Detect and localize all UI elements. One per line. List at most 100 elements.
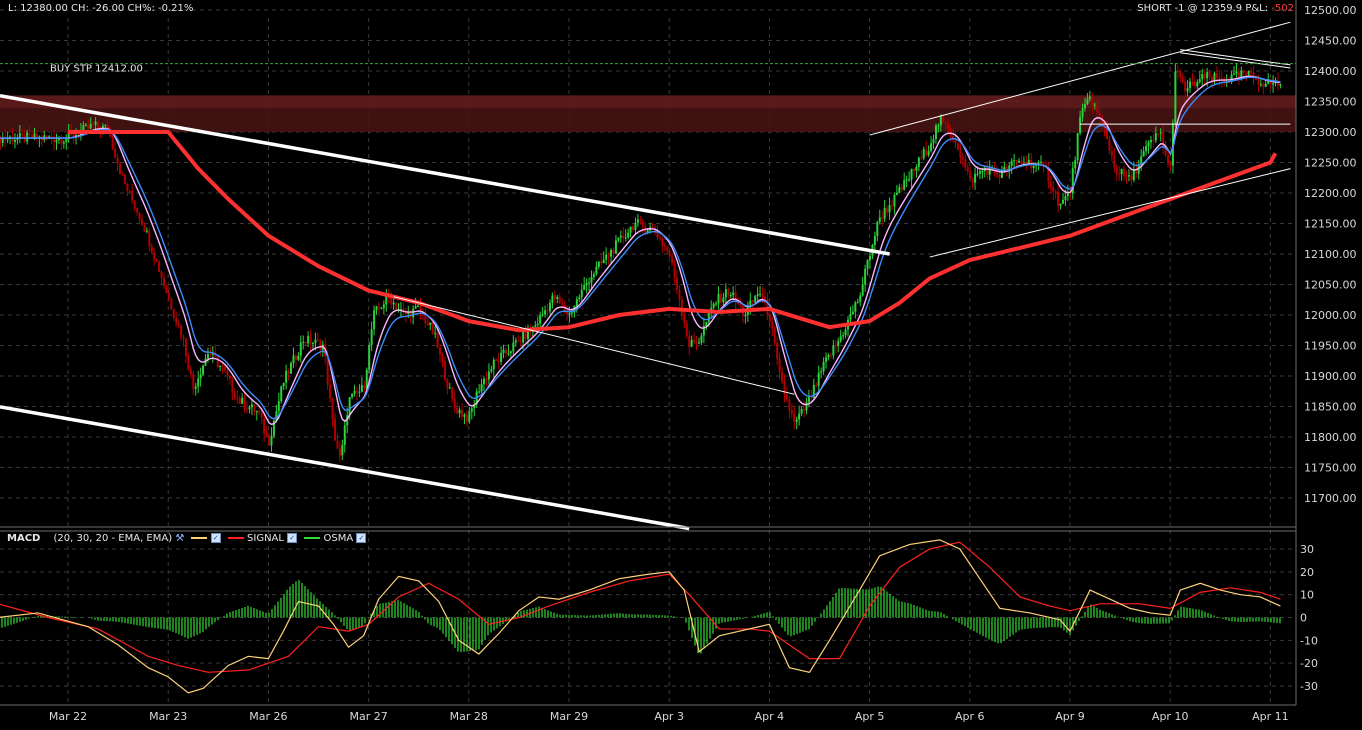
candle-body [570, 312, 573, 314]
candle-body [536, 323, 539, 326]
candle-body [0, 138, 2, 143]
macd-title: MACD [7, 533, 41, 544]
candle-body [55, 139, 58, 143]
osma-toggle-checkbox[interactable]: ✓ [356, 533, 367, 543]
candle-body [930, 143, 933, 152]
candle-body [656, 232, 659, 238]
candle-body [246, 408, 249, 410]
candle-body [932, 139, 935, 144]
candle-body [1074, 160, 1077, 169]
candle-body [280, 386, 283, 402]
candle-body [228, 375, 231, 379]
candle-body [62, 141, 65, 144]
candle-body [150, 246, 153, 253]
candle-body [1135, 168, 1138, 174]
candle-body [1276, 80, 1279, 86]
candle-body [934, 125, 937, 140]
candle-body [624, 237, 627, 239]
candle-body [67, 132, 70, 139]
candle-body [368, 344, 371, 370]
candle-body [800, 408, 803, 414]
candle-body [712, 303, 715, 308]
wrench-icon[interactable]: ⚒ [175, 533, 185, 544]
candle-body [253, 404, 256, 412]
candle-body [546, 310, 549, 312]
candle-body [316, 339, 319, 341]
candle-body [1157, 133, 1160, 135]
candle-body [903, 180, 906, 190]
candle-body [392, 302, 395, 305]
candle-body [136, 208, 139, 213]
price-tick-label: 12050.00 [1304, 279, 1357, 292]
order-line[interactable]: BUY STP 12412.00 [0, 63, 1296, 75]
candle-body [588, 282, 591, 284]
signal-line [0, 541, 1281, 673]
candle-body [561, 303, 564, 305]
candle-body [820, 371, 823, 373]
candle-body [600, 261, 603, 264]
candle-body [485, 378, 488, 380]
candle-body [1162, 132, 1165, 148]
trendlines [0, 21, 1291, 531]
candle-body [233, 392, 236, 399]
candle-body [390, 296, 393, 305]
candle-body [732, 292, 735, 296]
candle-body [355, 390, 358, 393]
candle-body [319, 340, 322, 350]
candle-body [1113, 155, 1116, 167]
candle-body [890, 205, 893, 207]
candle-body [595, 266, 598, 275]
macd-toggle-checkbox[interactable]: ✓ [210, 533, 221, 543]
candle-body [172, 309, 175, 318]
date-axis: Mar 22 Mar 23 Mar 26 Mar 27 Mar 28 Mar 29 Apr … [49, 710, 1289, 723]
signal-toggle-checkbox[interactable]: ✓ [287, 533, 298, 543]
macd-tick-label: 10 [1300, 589, 1314, 602]
date-tick-label: Mar 26 [249, 710, 287, 723]
candle-body [839, 336, 842, 342]
macd-panel [0, 539, 1281, 694]
candle-body [1071, 168, 1074, 194]
candle-body [221, 365, 224, 367]
candle-body [507, 352, 510, 354]
candle-body [827, 355, 830, 358]
date-tick-label: Apr 3 [654, 710, 684, 723]
macd-line [0, 539, 1281, 694]
candle-body [443, 361, 446, 380]
macd-tick-label: 30 [1300, 543, 1314, 556]
candle-body [250, 404, 253, 408]
candle-body [937, 125, 940, 127]
candle-body [785, 394, 788, 400]
candle-body [844, 329, 847, 336]
candle-body [607, 254, 610, 257]
ema-slow-line [68, 130, 1278, 333]
candle-body [942, 115, 945, 123]
candle-body [551, 295, 554, 303]
candle-body [754, 296, 757, 302]
date-tick-label: Mar 27 [349, 710, 387, 723]
candle-body [336, 440, 339, 449]
candle-body [121, 174, 124, 176]
candlesticks [0, 63, 1282, 462]
candle-body [1105, 128, 1108, 140]
candle-body [568, 312, 571, 315]
candle-body [1208, 72, 1211, 77]
candle-body [495, 359, 498, 361]
position-readout: SHORT -1 @ 12359.9 P&L: -502 [1137, 3, 1294, 14]
candle-body [348, 397, 351, 416]
candle-body [617, 237, 620, 241]
candle-body [1066, 193, 1069, 197]
candle-body [177, 322, 180, 326]
candle-body [277, 401, 280, 412]
candle-body [331, 398, 334, 419]
candle-body [1042, 161, 1045, 165]
candle-body [480, 384, 483, 392]
candle-body [759, 293, 762, 295]
candle-body [690, 339, 693, 347]
candle-body [998, 175, 1001, 178]
candle-body [610, 249, 613, 257]
trendline [393, 296, 795, 395]
candle-body [893, 195, 896, 207]
candle-body [18, 132, 21, 138]
candle-body [1240, 70, 1243, 78]
